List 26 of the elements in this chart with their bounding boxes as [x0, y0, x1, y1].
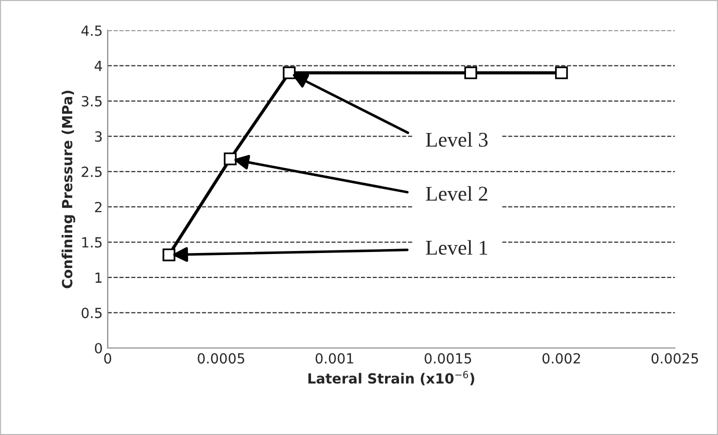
x-tick-label: 0.001	[316, 353, 354, 364]
x-axis-title: Lateral Strain (x10$^{−6}$)	[308, 370, 474, 386]
point	[224, 152, 237, 166]
y-tick-label: 2	[95, 202, 102, 212]
y-tick-label: 0	[94, 342, 102, 354]
annotation: Level 3	[426, 132, 488, 147]
x-tick-label: 0.002	[542, 353, 580, 364]
x-tick-label: 0	[104, 353, 112, 364]
x-tick-label: 0.0005	[198, 353, 244, 364]
y-tick-label: 4	[94, 60, 102, 72]
x-tick-label: 0.0015	[424, 353, 472, 364]
y-tick-label: 3.5	[82, 96, 102, 106]
point	[555, 66, 568, 80]
y-tick-label: 4.5	[81, 26, 102, 36]
annotation: Level 2	[426, 186, 488, 201]
y-axis-title: Confining Pressure (MPa)	[62, 90, 76, 288]
y-tick-label: 1	[96, 272, 102, 283]
y-tick-label: 0.5	[82, 308, 102, 318]
point	[464, 66, 478, 80]
y-tick-label: 3	[95, 131, 102, 142]
annotation: Level 1	[426, 240, 488, 255]
x-tick-label: 0.0025	[652, 353, 698, 364]
point	[162, 248, 176, 262]
point	[282, 66, 296, 80]
y-tick-label: 2.5	[82, 166, 102, 178]
y-tick-label: 1.5	[82, 237, 102, 248]
